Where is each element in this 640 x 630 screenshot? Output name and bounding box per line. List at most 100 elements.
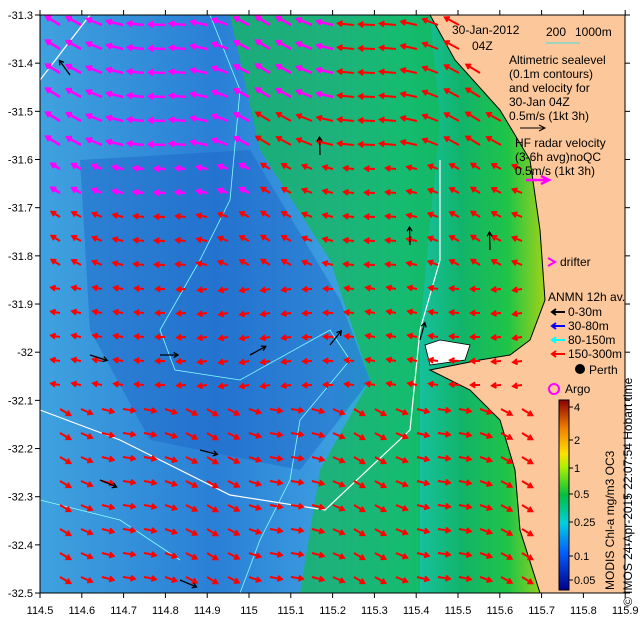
current-arrow — [132, 260, 145, 268]
current-arrow — [464, 87, 481, 98]
current-arrow — [378, 20, 397, 28]
hf-radar-arrow — [70, 186, 82, 195]
current-arrow — [154, 285, 166, 293]
hf-radar-arrow — [188, 114, 208, 123]
hf-radar-arrow — [125, 44, 145, 52]
hf-radar-arrow — [131, 164, 145, 172]
current-arrow — [427, 332, 439, 340]
current-arrow — [342, 188, 355, 196]
hf-radar-arrow — [315, 18, 334, 27]
current-arrow — [133, 333, 145, 340]
current-arrow — [490, 309, 502, 317]
current-arrow — [300, 187, 313, 194]
current-arrow — [70, 332, 82, 340]
current-arrow — [112, 308, 124, 316]
x-tick-label: 115.4 — [403, 605, 430, 617]
y-tick-label: -32.4 — [8, 540, 33, 552]
current-arrow — [399, 139, 418, 146]
hf-radar-arrow — [125, 92, 145, 100]
altimetry-legend-line: and velocity for — [509, 81, 590, 95]
depth-legend-1000: 1000m — [575, 25, 612, 39]
legend: 30-Jan-2012 04Z 200 1000m Altimetric sea… — [452, 23, 635, 606]
current-arrow — [500, 504, 514, 512]
current-arrow — [259, 310, 271, 318]
current-arrow — [206, 528, 219, 537]
current-arrow — [464, 135, 481, 146]
current-arrow — [416, 455, 431, 463]
current-arrow — [122, 430, 137, 438]
current-arrow — [374, 408, 388, 417]
y-tick-label: -32 — [17, 347, 33, 359]
date-label: 30-Jan-2012 — [452, 23, 520, 37]
hf-legend-line: HF radar velocity — [515, 136, 606, 150]
current-arrow — [490, 186, 502, 194]
current-arrow — [143, 407, 158, 414]
hf-radar-arrow — [64, 135, 82, 147]
current-arrow — [164, 504, 179, 511]
hf-radar-arrow — [131, 188, 145, 196]
current-arrow — [101, 551, 116, 559]
hf-radar-arrow — [84, 136, 103, 147]
hf-radar-arrow — [254, 87, 271, 99]
current-arrow — [421, 41, 439, 50]
current-arrow — [500, 456, 514, 464]
current-arrow — [384, 261, 397, 268]
hf-radar-arrow — [44, 135, 61, 147]
hf-radar-arrow — [110, 187, 124, 196]
current-arrow — [479, 576, 494, 583]
current-arrow — [322, 333, 334, 341]
current-arrow — [490, 381, 502, 389]
current-arrow — [384, 213, 397, 220]
current-arrow — [511, 310, 523, 318]
current-arrow — [70, 234, 82, 242]
current-arrow — [336, 92, 355, 100]
hf-radar-arrow — [167, 20, 187, 28]
current-arrow — [437, 550, 452, 558]
current-arrow — [490, 357, 502, 365]
x-axis: 114.5 114.6 114.7 114.8 114.9 115 115.1 115.2 11… — [27, 10, 639, 617]
current-arrow — [395, 552, 409, 560]
anmn-arrow-icon — [550, 308, 565, 316]
current-arrow — [458, 479, 473, 486]
current-arrow — [342, 164, 355, 172]
hf-radar-arrow — [167, 92, 187, 100]
altimetry-arrow — [249, 345, 267, 356]
current-arrow — [49, 284, 61, 292]
current-arrow — [175, 381, 187, 389]
current-arrow — [510, 235, 523, 242]
current-arrow — [80, 528, 94, 536]
hf-radar-arrow — [210, 41, 229, 51]
current-arrow — [448, 285, 460, 292]
current-arrow — [185, 456, 199, 464]
hf-radar-arrow — [105, 42, 124, 51]
current-arrow — [385, 332, 397, 340]
current-arrow — [384, 237, 397, 244]
current-arrow — [336, 68, 355, 76]
altimetry-arrow — [486, 230, 493, 251]
hf-radar-arrow — [146, 44, 166, 53]
current-arrow — [490, 333, 502, 341]
current-arrow — [357, 92, 376, 100]
current-arrow — [336, 116, 355, 124]
argo-label: Argo — [565, 382, 591, 396]
current-arrow — [269, 527, 284, 534]
current-arrow — [437, 502, 452, 510]
current-arrow — [101, 431, 116, 439]
current-arrow — [406, 284, 418, 292]
hf-radar-arrow — [294, 16, 313, 27]
current-arrow — [259, 286, 271, 294]
current-arrow — [353, 408, 366, 417]
current-arrow — [511, 358, 523, 366]
altimetry-arrow — [419, 321, 427, 341]
hf-radar-arrow — [84, 112, 103, 123]
current-arrow — [469, 309, 481, 317]
hf-radar-arrow — [146, 92, 166, 101]
current-arrow — [458, 551, 473, 558]
current-arrow — [363, 213, 376, 221]
x-tick-label: 115 — [240, 605, 258, 617]
hf-scale-arrow — [526, 174, 552, 186]
current-arrow — [443, 16, 460, 26]
hf-radar-arrow — [70, 162, 82, 171]
hf-radar-arrow — [105, 18, 124, 27]
hf-radar-arrow — [64, 39, 82, 51]
